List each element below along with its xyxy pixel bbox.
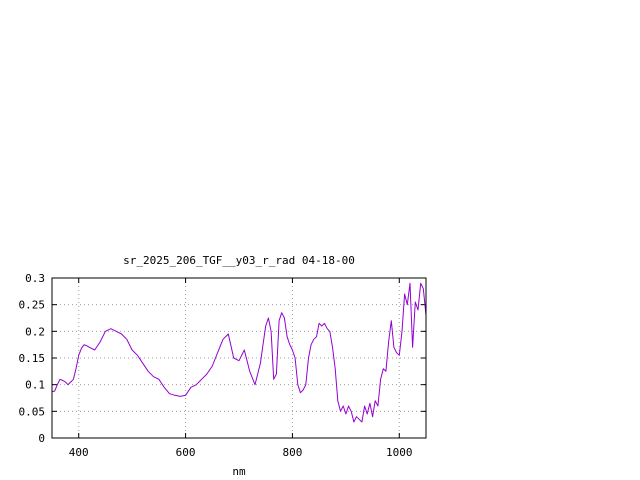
x-tick-label: 400 xyxy=(69,446,89,459)
y-tick-label: 0.2 xyxy=(25,325,45,338)
series-line xyxy=(51,282,427,423)
chart-title: sr_2025_206_TGF__y03_r_rad 04-18-00 xyxy=(123,254,355,267)
x-tick-label: 1000 xyxy=(386,446,413,459)
y-tick-label: 0.25 xyxy=(19,299,46,312)
y-tick-label: 0.15 xyxy=(19,352,46,365)
y-tick-label: 0.1 xyxy=(25,379,45,392)
plot-frame xyxy=(51,277,427,439)
x-tick-label: 800 xyxy=(282,446,302,459)
y-tick-label: 0.05 xyxy=(19,405,46,418)
tick-labels: 0 0.05 0.1 0.15 0.2 0.25 0.3 400 600 800 1000 xyxy=(19,272,413,459)
plot-area xyxy=(51,282,427,423)
y-tick-label: 0.3 xyxy=(25,272,45,285)
y-tick-label: 0 xyxy=(38,432,45,445)
x-tick-label: 600 xyxy=(176,446,196,459)
x-axis-label: nm xyxy=(232,465,246,478)
grid-lines xyxy=(52,278,426,438)
